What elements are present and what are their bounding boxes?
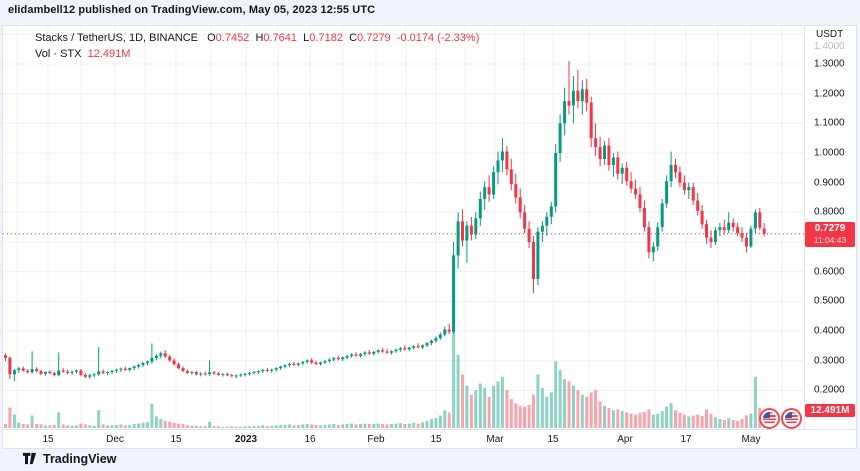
us-flag-icon [763,412,776,425]
volume-label[interactable]: Vol · STX [35,48,82,60]
vertical-gridlines [16,26,783,429]
volume-badge: 12.491M [805,404,855,417]
time-tick-label: Mar [486,434,504,445]
time-tick-label: 15 [42,434,54,445]
volume-value: 12.491M [87,48,131,60]
chart-panel: Stacks / TetherUS, 1D, BINANCE O0.7452 H… [2,25,857,449]
time-tick-label: May [741,434,761,445]
time-tick-label: Dec [106,434,124,445]
symbol-title[interactable]: Stacks / TetherUS, 1D, BINANCE [35,32,199,44]
last-price-value: 0.7279 [814,223,846,234]
us-flag-event-icon[interactable] [759,408,780,429]
price-tick-label: 1.1000 [814,117,845,129]
ohlc-close: C0.7279 [349,32,391,44]
time-tick-label: 15 [547,434,559,445]
price-chart-canvas[interactable] [3,26,856,448]
price-tick-label: 1.3000 [814,58,845,70]
tradingview-attribution[interactable]: TradingView [22,451,116,466]
tradingview-logo-text: TradingView [43,451,117,466]
time-tick-label: Apr [617,434,633,445]
price-tick-label: 0.5000 [814,295,845,307]
price-tick-label: 0.8000 [814,206,845,218]
tradingview-logo-icon [22,452,37,465]
price-tick-label: 0.4000 [814,325,845,337]
chart-legend: Stacks / TetherUS, 1D, BINANCE O0.7452 H… [35,30,479,62]
price-tick-label: 0.2000 [814,384,845,396]
time-tick-label: 15 [170,434,182,445]
bar-countdown: 11:04:43 [813,235,847,245]
horizontal-gridlines [3,33,804,391]
us-flag-event-icon[interactable] [781,408,802,429]
ohlc-high: H0.7641 [255,32,298,44]
legend-volume-row: Vol · STX 12.491M [35,46,479,62]
attribution-text: elidambell12 published on TradingView.co… [8,4,376,16]
ohlc-open: O0.7452 [207,32,250,44]
time-tick-label: 16 [304,434,316,445]
price-tick-label: 0.9000 [814,177,845,189]
time-tick-label: 15 [430,434,442,445]
time-tick-label: Feb [367,434,385,445]
price-change: -0.0174 (-2.33%) [396,32,480,44]
volume-series [4,327,766,429]
candlestick-series [4,61,766,382]
ohlc-low: L0.7182 [303,32,343,44]
time-scale[interactable]: 15 Dec 15 2023 16 Feb 15 Mar 15 Apr 17 May [3,430,856,448]
price-tick-label: 0.6000 [814,266,845,278]
price-tick-label: 1.0000 [814,147,845,159]
last-price-badge: 0.7279 11:04:43 [805,222,855,247]
time-tick-label: 17 [680,434,692,445]
price-tick-label: 1.2000 [814,88,845,100]
legend-symbol-row: Stacks / TetherUS, 1D, BINANCE O0.7452 H… [35,30,479,46]
price-scale-currency: USDT [816,29,844,40]
us-flag-icon [785,412,798,425]
price-tick-faded: 1.4000 [814,41,845,52]
price-tick-label: 0.3000 [814,355,845,367]
time-tick-label: 2023 [234,434,258,445]
